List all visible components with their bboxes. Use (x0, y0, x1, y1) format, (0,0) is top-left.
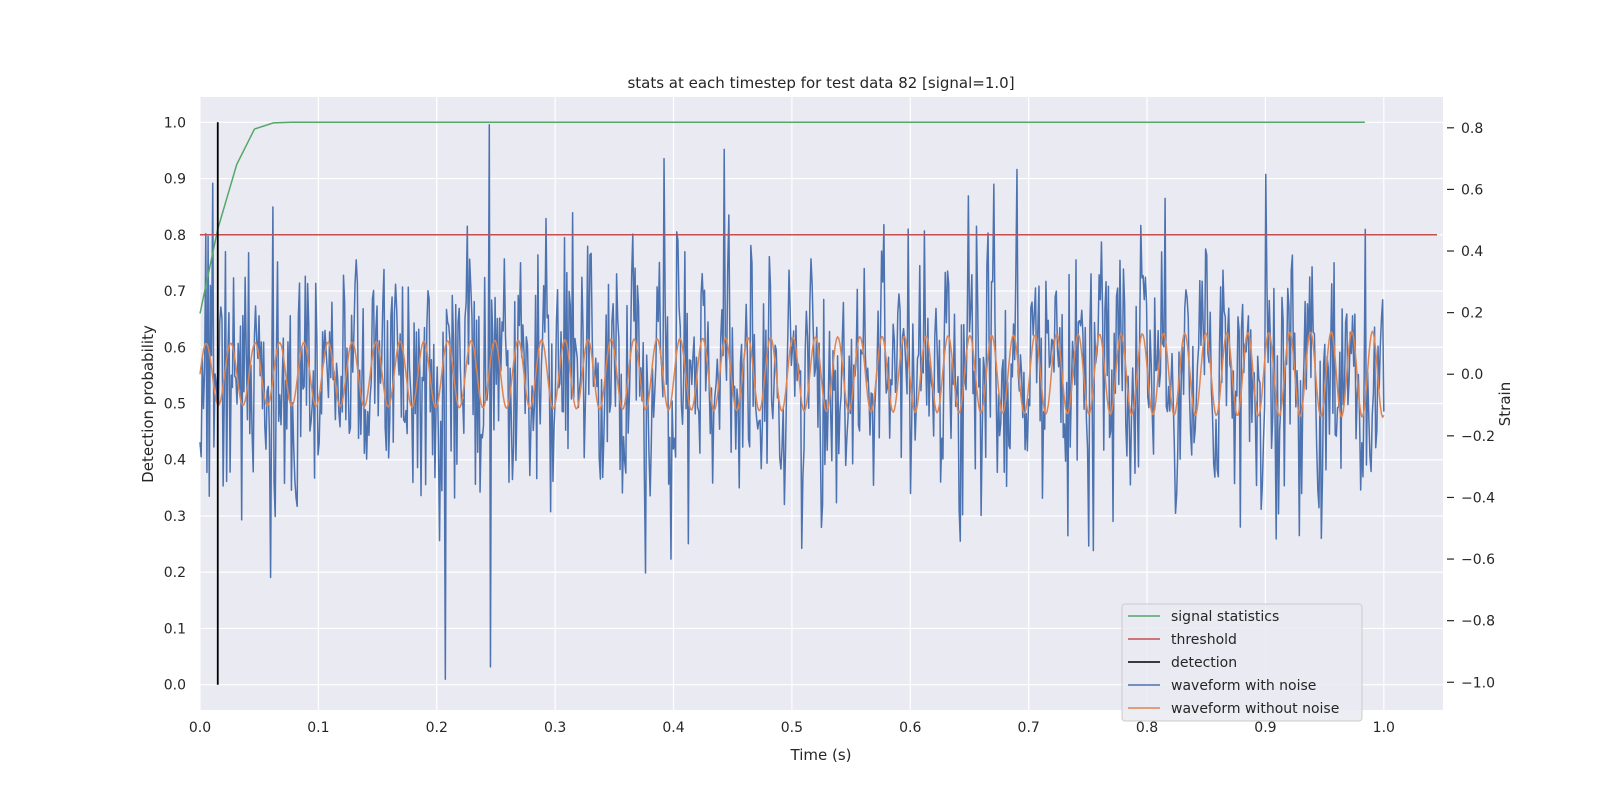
legend-label-waveform-without-noise: waveform without noise (1171, 701, 1339, 717)
y-axis-label-left: Detection probability (139, 325, 157, 483)
x-tick-label: 0.6 (899, 720, 921, 736)
legend-label-signal-statistics: signal statistics (1171, 609, 1279, 625)
y-left-tick-label: 1.0 (164, 115, 186, 131)
legend-label-threshold: threshold (1171, 632, 1237, 648)
x-tick-label: 0.2 (426, 720, 448, 736)
y-right-tick-label: −0.2 (1461, 429, 1495, 445)
y-left-tick-label: 0.2 (164, 565, 186, 581)
series-signal-statistics (199, 121, 1365, 314)
series-waveform-without-noise (199, 330, 1385, 419)
x-tick-label: 0.5 (781, 720, 803, 736)
legend-label-detection: detection (1171, 655, 1237, 671)
y-right-tick-label: 0.6 (1461, 182, 1483, 198)
x-tick-label: 0.3 (544, 720, 566, 736)
y-left-tick-label: 0.7 (164, 284, 186, 300)
chart-title: stats at each timestep for test data 82 … (627, 74, 1014, 92)
y-left-tick-label: 0.8 (164, 228, 186, 244)
y-right-tick-label: −0.4 (1461, 490, 1495, 506)
tick-labels: 0.0 0.1 0.2 0.3 0.4 0.5 0.6 0.7 0.8 0.9 1.0 0.0 0.1 0… (164, 115, 1495, 736)
x-axis-label: Time (s) (790, 746, 852, 764)
legend-box (1121, 603, 1363, 722)
y-right-tick-label: −1.0 (1461, 675, 1495, 691)
y-right-tick-label: 0.4 (1461, 244, 1483, 260)
x-tick-label: 0.7 (1018, 720, 1040, 736)
y-left-tick-label: 0.9 (164, 172, 186, 188)
y-right-tick-label: 0.2 (1461, 306, 1483, 322)
y-left-tick-label: 0.6 (164, 340, 186, 356)
x-tick-label: 0.0 (189, 720, 211, 736)
y-right-tick-label: −0.6 (1461, 552, 1495, 568)
y-left-tick-label: 0.4 (164, 453, 186, 469)
y-left-tick-label: 0.3 (164, 509, 186, 525)
y-left-tick-label: 0.5 (164, 397, 186, 413)
legend-label-waveform-with-noise: waveform with noise (1171, 678, 1316, 694)
y-left-tick-label: 0.1 (164, 621, 186, 637)
x-tick-label: 0.8 (1136, 720, 1158, 736)
y-right-tick-label: 0.0 (1461, 367, 1483, 383)
legend: signal statistics threshold detection wa… (1121, 603, 1363, 722)
y-right-tick-label: 0.8 (1461, 121, 1483, 137)
x-tick-label: 0.4 (662, 720, 684, 736)
x-tick-label: 0.1 (307, 720, 329, 736)
x-tick-label: 0.9 (1254, 720, 1276, 736)
y-right-tick-label: −0.8 (1461, 614, 1495, 630)
series-layer (199, 121, 1438, 685)
series-waveform-with-noise (199, 123, 1385, 680)
y-axis-label-right: Strain (1496, 382, 1514, 426)
y-left-tick-label: 0.0 (164, 678, 186, 694)
x-tick-label: 1.0 (1373, 720, 1395, 736)
